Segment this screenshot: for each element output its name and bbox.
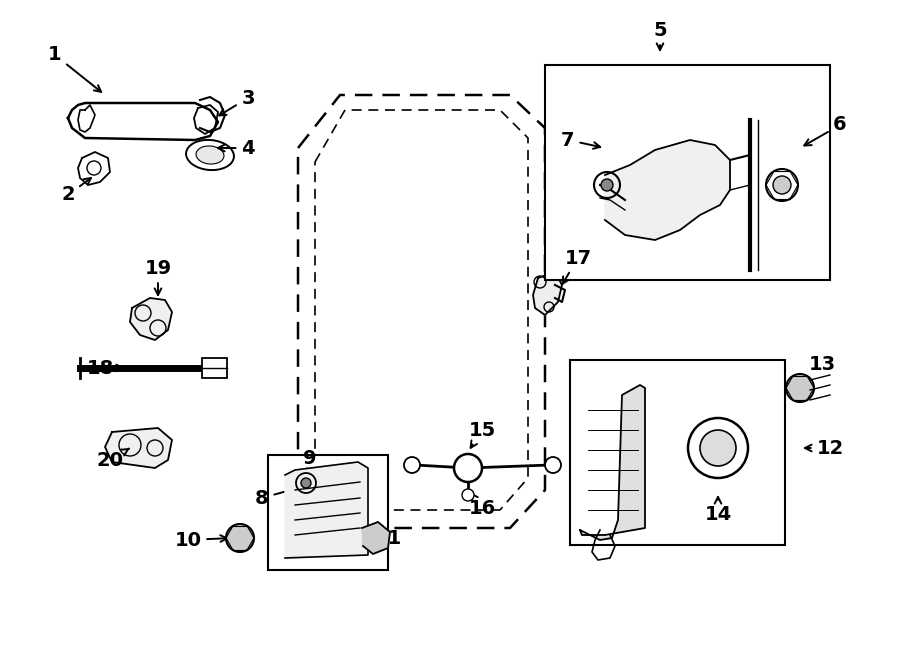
- Text: 7: 7: [562, 130, 600, 149]
- Circle shape: [700, 430, 736, 466]
- Text: 14: 14: [705, 497, 732, 524]
- Text: 20: 20: [96, 449, 129, 469]
- Bar: [202, 358, 227, 378]
- Bar: [570, 360, 785, 545]
- Circle shape: [226, 524, 254, 552]
- Text: 18: 18: [86, 358, 123, 377]
- Text: 17: 17: [562, 249, 591, 284]
- Polygon shape: [580, 385, 645, 540]
- Circle shape: [601, 179, 613, 191]
- Text: 6: 6: [805, 116, 847, 145]
- Text: 3: 3: [220, 89, 255, 116]
- Circle shape: [404, 457, 420, 473]
- Circle shape: [545, 457, 561, 473]
- Circle shape: [301, 478, 311, 488]
- Circle shape: [773, 176, 791, 194]
- Text: 2: 2: [61, 178, 91, 204]
- Text: 8: 8: [256, 488, 293, 508]
- Circle shape: [462, 489, 474, 501]
- Polygon shape: [105, 428, 172, 468]
- Text: 10: 10: [175, 531, 227, 549]
- Polygon shape: [130, 298, 172, 340]
- Text: 16: 16: [468, 493, 496, 518]
- Text: 19: 19: [144, 258, 172, 295]
- Polygon shape: [285, 462, 368, 558]
- Text: 13: 13: [802, 356, 835, 385]
- Polygon shape: [362, 522, 390, 554]
- Text: 11: 11: [364, 529, 401, 547]
- Text: 4: 4: [218, 139, 255, 157]
- Text: 9: 9: [303, 449, 317, 475]
- Bar: [545, 65, 830, 280]
- Text: 1: 1: [49, 46, 101, 92]
- Polygon shape: [533, 272, 562, 315]
- Text: 12: 12: [805, 438, 843, 457]
- Ellipse shape: [196, 146, 224, 164]
- Text: 5: 5: [653, 20, 667, 50]
- Circle shape: [454, 454, 482, 482]
- Text: 15: 15: [468, 420, 496, 447]
- Circle shape: [786, 374, 814, 402]
- Bar: [268, 455, 388, 570]
- Polygon shape: [605, 140, 730, 240]
